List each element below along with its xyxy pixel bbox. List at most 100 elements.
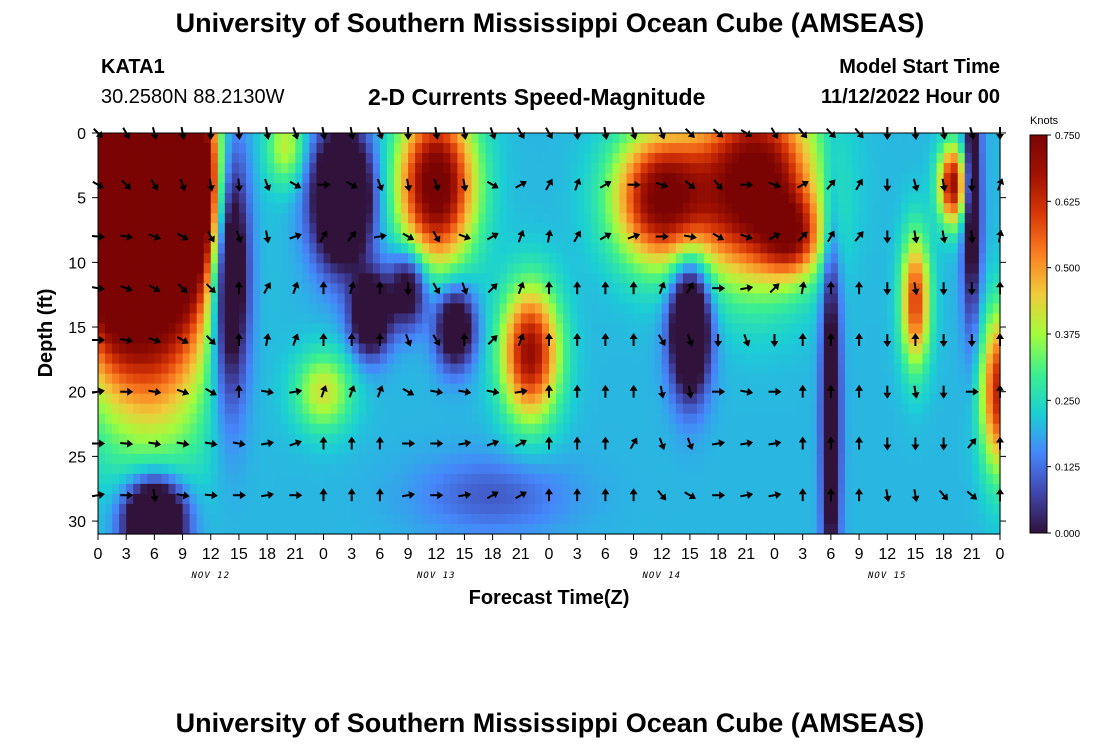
heatmap-cell (189, 513, 198, 525)
heatmap-cell (753, 483, 762, 495)
heatmap-cell (344, 473, 353, 485)
heatmap-cell (837, 193, 846, 204)
heatmap-cell (767, 273, 776, 284)
heatmap-cell (471, 223, 480, 234)
heatmap-cell (281, 183, 289, 194)
heatmap-cell (767, 143, 776, 154)
heatmap-cell (640, 323, 649, 335)
heatmap-cell (936, 153, 945, 164)
heatmap-cell (563, 373, 571, 385)
heatmap-cell (302, 473, 311, 485)
heatmap-cell (534, 273, 543, 284)
heatmap-cell (795, 513, 804, 525)
heatmap-cell (478, 323, 487, 335)
heatmap-cell (675, 233, 684, 244)
heatmap-cell (126, 213, 134, 224)
heatmap-cell (492, 213, 501, 224)
heatmap-cell (689, 193, 698, 204)
heatmap-cell (612, 433, 621, 445)
heatmap-cell (492, 243, 501, 254)
heatmap-cell (753, 153, 762, 164)
heatmap-cell (859, 453, 867, 465)
heatmap-cell (330, 243, 339, 254)
heatmap-cell (753, 493, 762, 505)
heatmap-cell (887, 393, 895, 405)
heatmap-cell (105, 133, 113, 144)
heatmap-cell (605, 313, 614, 325)
heatmap-cell (541, 443, 550, 455)
heatmap-cell (541, 213, 550, 224)
heatmap-cell (852, 283, 860, 295)
heatmap-cell (626, 493, 635, 505)
heatmap-cell (830, 183, 839, 194)
heatmap-cell (231, 253, 240, 264)
heatmap-cell (112, 513, 120, 525)
heatmap-cell (837, 383, 846, 395)
heatmap-cell (175, 353, 184, 365)
heatmap-cell (633, 183, 642, 194)
heatmap-cell (739, 133, 747, 144)
heatmap-cell (238, 133, 247, 144)
heatmap-cell (675, 483, 684, 495)
heatmap-cell (859, 263, 867, 274)
heatmap-cell (957, 473, 966, 485)
heatmap-cell (577, 153, 585, 164)
heatmap-cell (781, 503, 790, 515)
heatmap-cell (457, 203, 466, 214)
heatmap-cell (365, 363, 374, 375)
heatmap-cell (563, 443, 571, 455)
heatmap-cell (133, 193, 141, 204)
heatmap-cell (563, 413, 571, 425)
heatmap-cell (210, 253, 219, 264)
heatmap-cell (238, 263, 247, 274)
heatmap-cell (471, 143, 480, 154)
heatmap-cell (231, 203, 240, 214)
heatmap-cell (309, 183, 318, 194)
heatmap-cell (950, 433, 959, 445)
heatmap-cell (795, 443, 804, 455)
heatmap-cell (161, 243, 170, 254)
heatmap-cell (203, 163, 212, 174)
heatmap-cell (330, 153, 339, 164)
heatmap-cell (830, 513, 839, 525)
heatmap-cell (598, 513, 606, 525)
heatmap-cell (203, 223, 212, 234)
heatmap-cell (929, 143, 938, 154)
heatmap-cell (323, 493, 332, 505)
heatmap-cell (147, 343, 155, 355)
heatmap-cell (605, 193, 614, 204)
heatmap-cell (443, 433, 451, 445)
heatmap-cell (795, 193, 804, 204)
heatmap-cell (443, 133, 451, 144)
heatmap-cell (253, 373, 261, 385)
heatmap-cell (457, 373, 466, 385)
page-title: University of Southern Mississippi Ocean… (175, 8, 925, 38)
heatmap-cell (957, 523, 966, 535)
heatmap-cell (182, 363, 191, 375)
heatmap-cell (577, 213, 585, 224)
heatmap-cell (231, 213, 240, 224)
heatmap-cell (288, 243, 296, 254)
heatmap-cell (767, 393, 776, 405)
heatmap-cell (253, 453, 261, 465)
heatmap-cell (147, 393, 155, 405)
heatmap-cell (894, 403, 902, 415)
heatmap-cell (147, 383, 155, 395)
heatmap-cell (612, 473, 621, 485)
heatmap-cell (330, 223, 339, 234)
heatmap-cell (802, 373, 811, 385)
heatmap-cell (809, 153, 818, 164)
heatmap-cell (647, 453, 656, 465)
heatmap-cell (471, 443, 480, 455)
heatmap-cell (196, 263, 205, 274)
heatmap-cell (640, 333, 649, 345)
heatmap-cell (245, 383, 254, 395)
heatmap-cell (774, 523, 783, 535)
heatmap-cell (330, 393, 339, 405)
heatmap-cell (98, 403, 106, 415)
heatmap-cell (393, 143, 402, 154)
heatmap-cell (915, 503, 924, 515)
heatmap-cell (901, 143, 909, 154)
heatmap-cell (429, 453, 437, 465)
heatmap-cell (534, 343, 543, 355)
